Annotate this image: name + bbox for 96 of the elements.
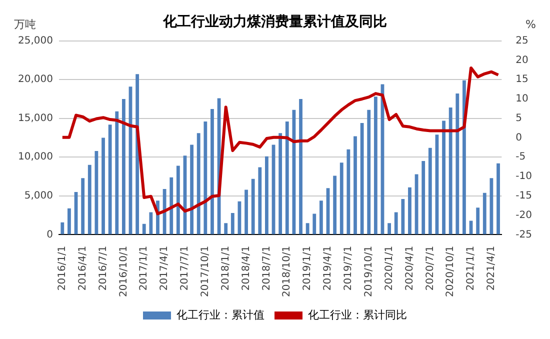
- x-tick-label: 2020/1/1: [384, 246, 395, 291]
- bar: [285, 121, 289, 234]
- bar: [442, 120, 446, 234]
- y2-tick-label: 15: [516, 74, 528, 86]
- x-tick-label: 2017/7/1: [180, 246, 191, 291]
- bar: [196, 133, 200, 234]
- x-tick-label: 2019/4/1: [322, 246, 334, 291]
- x-tick-label: 2019/7/1: [343, 246, 354, 291]
- bar: [354, 136, 357, 234]
- x-tick-label: 2020/10/1: [445, 246, 456, 298]
- x-tick-label: 2016/1/1: [56, 246, 68, 291]
- y2-tick-label: -25: [516, 229, 532, 240]
- bar: [360, 123, 364, 234]
- y-axis-title: 万吨: [14, 18, 36, 32]
- bar: [476, 208, 480, 234]
- x-tick-label: 2020/4/1: [404, 246, 416, 291]
- bar: [482, 192, 486, 234]
- bar: [136, 74, 140, 234]
- bar: [448, 108, 452, 234]
- x-tick-label: 2016/10/1: [118, 246, 130, 298]
- bar: [258, 167, 262, 234]
- x-tick-label: 2021/1/1: [466, 246, 477, 291]
- bar: [102, 138, 105, 234]
- x-tick-label: 2018/1/1: [220, 246, 232, 291]
- bar: [278, 133, 282, 234]
- bar: [456, 94, 460, 234]
- x-tick-label: 2016/7/1: [98, 246, 109, 291]
- chart-title: 化工行业动力煤消费量累计值及同比: [162, 14, 387, 30]
- bar: [340, 162, 344, 234]
- x-tick-label: 2020/7/1: [424, 246, 436, 291]
- bar: [170, 177, 174, 234]
- y2-tick-label: 20: [516, 54, 528, 66]
- x-tick-label: 2017/4/1: [159, 246, 170, 291]
- y2-tick-label: 25: [516, 35, 528, 46]
- bar: [408, 187, 412, 234]
- bar: [210, 109, 214, 234]
- y2-tick-label: -10: [516, 171, 532, 182]
- bar: [60, 222, 64, 234]
- bar: [251, 178, 255, 234]
- x-tick-label: 2016/4/1: [77, 246, 88, 291]
- bar: [230, 213, 234, 234]
- bar: [496, 163, 500, 234]
- bar: [94, 150, 98, 234]
- bar: [306, 223, 310, 234]
- bar: [428, 148, 432, 234]
- y2-tick-label: -20: [516, 210, 532, 221]
- bar: [244, 190, 248, 234]
- y-tick-label: 15,000: [18, 112, 53, 124]
- bar: [81, 178, 85, 234]
- bar: [394, 212, 398, 234]
- bar: [142, 224, 146, 234]
- y2-tick-label: -5: [516, 152, 526, 163]
- bar: [162, 188, 166, 234]
- bar: [149, 212, 153, 234]
- bar: [88, 164, 92, 234]
- bar: [374, 96, 378, 234]
- bar: [319, 200, 323, 234]
- bar: [367, 110, 371, 234]
- y2-tick-label: -15: [516, 190, 532, 202]
- bar: [422, 161, 426, 234]
- bar: [299, 98, 302, 234]
- y2-tick-label: 0: [516, 132, 522, 144]
- y2-tick-label: 10: [516, 94, 528, 105]
- x-tick-label: 2018/10/1: [282, 246, 293, 298]
- bar: [312, 214, 316, 234]
- x-tick-label: 2018/7/1: [261, 246, 272, 291]
- legend-label: 化工行业：累计值: [176, 308, 264, 322]
- bar: [176, 166, 180, 234]
- bar: [68, 208, 71, 234]
- y2-axis-title: %: [526, 18, 536, 32]
- bar: [122, 98, 126, 234]
- bar: [265, 156, 268, 234]
- y-tick-label: 10,000: [18, 152, 53, 163]
- bar: [401, 199, 405, 234]
- bar: [346, 149, 350, 234]
- bar: [490, 178, 494, 234]
- bar: [115, 111, 119, 234]
- y2-tick-label: 5: [516, 112, 522, 124]
- bar: [190, 144, 194, 234]
- y-tick-label: 20,000: [18, 74, 53, 86]
- bar: [224, 223, 228, 234]
- x-tick-label: 2017/10/1: [200, 246, 212, 298]
- y-tick-label: 25,000: [18, 35, 53, 46]
- x-tick-label: 2017/1/1: [138, 246, 150, 291]
- bar: [204, 121, 208, 234]
- bar: [292, 110, 296, 234]
- bar: [388, 223, 391, 234]
- bar: [108, 124, 112, 234]
- x-tick-label: 2018/4/1: [240, 246, 252, 291]
- x-tick-label: 2019/10/1: [363, 246, 374, 298]
- bar: [333, 176, 337, 234]
- legend-label: 化工行业：累计同比: [308, 308, 407, 322]
- y-tick-label: 0: [46, 229, 53, 240]
- x-tick-label: 2019/1/1: [302, 246, 314, 291]
- y-tick-label: 5,000: [24, 190, 53, 202]
- x-tick-label: 2021/4/1: [486, 246, 498, 291]
